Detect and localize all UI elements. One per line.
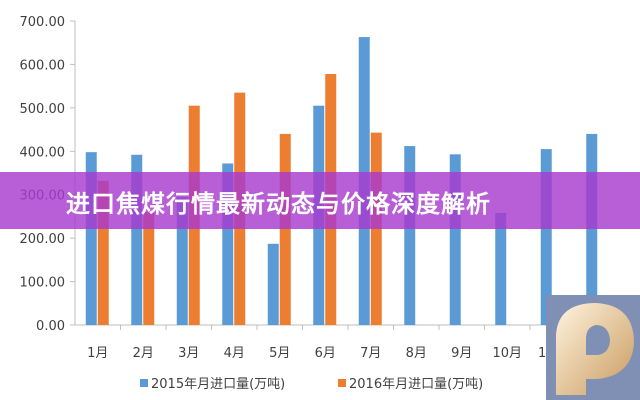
x-tick-label: 3月 bbox=[178, 346, 199, 361]
bar-2016 bbox=[279, 133, 291, 325]
bar-2015 bbox=[176, 196, 188, 325]
legend-swatch bbox=[140, 379, 148, 387]
x-tick-label: 5月 bbox=[269, 346, 290, 361]
legend-label: 2015年月进口量(万吨) bbox=[151, 377, 285, 392]
bar-2016 bbox=[143, 212, 155, 325]
y-tick-label: 400.00 bbox=[20, 145, 66, 160]
x-tick-label: 8月 bbox=[406, 346, 427, 361]
x-tick-label: 6月 bbox=[315, 346, 336, 361]
legend-label: 2016年月进口量(万吨) bbox=[349, 377, 483, 392]
x-tick-label: 10月 bbox=[492, 346, 522, 361]
x-tick-label: 1月 bbox=[87, 346, 108, 361]
bar-2015 bbox=[449, 154, 461, 325]
x-tick-label: 2月 bbox=[133, 346, 154, 361]
x-tick-label: 7月 bbox=[360, 346, 381, 361]
bar-2015 bbox=[404, 146, 416, 325]
y-tick-label: 700.00 bbox=[20, 15, 66, 30]
bar-2015 bbox=[586, 133, 598, 325]
y-tick-label: 600.00 bbox=[20, 58, 66, 73]
x-tick-label: 9月 bbox=[451, 346, 472, 361]
bar-2015 bbox=[495, 212, 507, 325]
bar-2015 bbox=[131, 154, 143, 325]
title-banner: 进口焦煤行情最新动态与价格深度解析 bbox=[0, 172, 640, 229]
logo-icon bbox=[546, 295, 640, 400]
y-tick-label: 0.00 bbox=[36, 319, 65, 334]
bar-2016 bbox=[97, 180, 109, 325]
x-tick-label: 4月 bbox=[224, 346, 245, 361]
bar-2015 bbox=[85, 152, 97, 325]
bar-2015 bbox=[540, 149, 552, 325]
y-tick-label: 200.00 bbox=[20, 232, 66, 247]
legend-swatch bbox=[338, 379, 346, 387]
bar-2015 bbox=[267, 243, 279, 325]
y-tick-label: 100.00 bbox=[20, 276, 66, 291]
banner-title: 进口焦煤行情最新动态与价格深度解析 bbox=[66, 190, 491, 218]
y-tick-label: 500.00 bbox=[20, 102, 66, 117]
bar-2015 bbox=[222, 163, 234, 325]
